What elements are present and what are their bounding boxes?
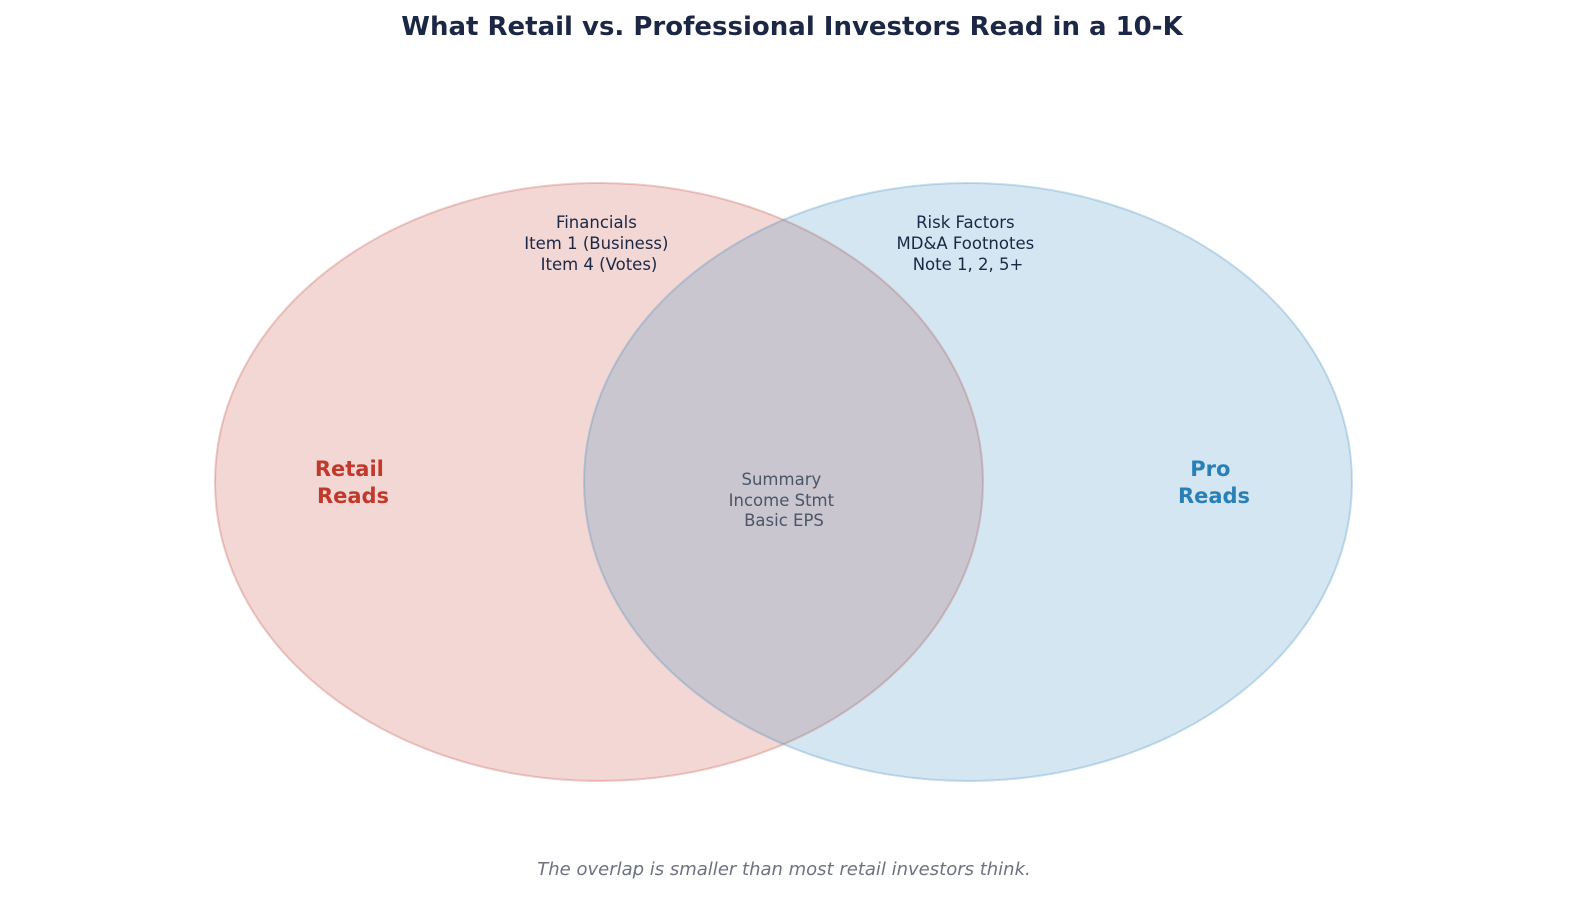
pro-label-line: Reads (1178, 484, 1250, 508)
retail-item: Item 4 (Votes) (541, 255, 658, 274)
footer-note: The overlap is smaller than most retail … (537, 859, 1030, 880)
retail-only-items: Financials Item 1 (Business) Item 4 (Vot… (524, 213, 673, 274)
pro-item: MD&A Footnotes (897, 234, 1035, 253)
retail-label-line: Retail (315, 457, 384, 481)
retail-label-line: Reads (317, 484, 389, 508)
overlap-items: Summary Income Stmt Basic EPS (729, 470, 840, 530)
pro-set-label: Pro Reads (1178, 457, 1250, 508)
pro-set-circle (583, 182, 1353, 782)
pro-item: Note 1, 2, 5+ (913, 255, 1024, 274)
pro-label-line: Pro (1190, 457, 1230, 481)
retail-item: Item 1 (Business) (524, 234, 668, 253)
pro-item: Risk Factors (916, 213, 1015, 232)
retail-set-label: Retail Reads (315, 457, 391, 508)
overlap-item: Basic EPS (744, 511, 824, 530)
overlap-item: Income Stmt (729, 491, 835, 510)
retail-item: Financials (556, 213, 637, 232)
diagram-title: What Retail vs. Professional Investors R… (401, 12, 1183, 42)
pro-only-items: Risk Factors MD&A Footnotes Note 1, 2, 5… (897, 213, 1040, 274)
overlap-item: Summary (742, 470, 822, 489)
retail-set-circle (214, 182, 984, 782)
